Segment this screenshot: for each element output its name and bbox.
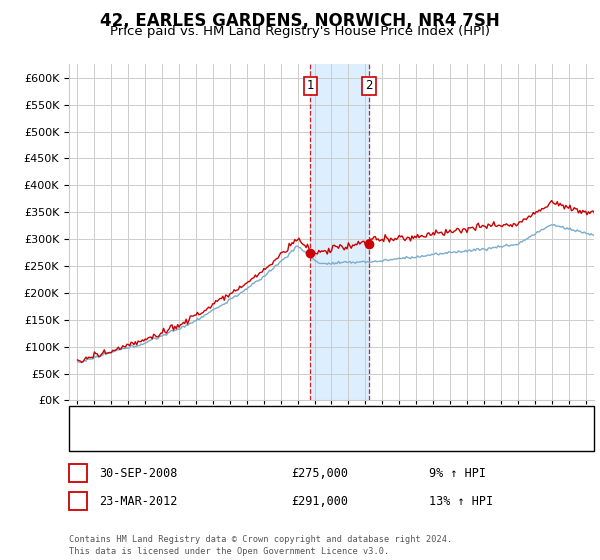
Text: 1: 1 bbox=[307, 80, 314, 92]
Text: 30-SEP-2008: 30-SEP-2008 bbox=[99, 466, 178, 480]
Text: 1: 1 bbox=[74, 466, 82, 480]
Text: Contains HM Land Registry data © Crown copyright and database right 2024.
This d: Contains HM Land Registry data © Crown c… bbox=[69, 535, 452, 556]
Text: £291,000: £291,000 bbox=[291, 494, 348, 508]
Text: HPI: Average price, detached house, Norwich: HPI: Average price, detached house, Norw… bbox=[114, 436, 383, 446]
Text: 13% ↑ HPI: 13% ↑ HPI bbox=[429, 494, 493, 508]
Text: ———: ——— bbox=[78, 409, 115, 423]
Text: 2: 2 bbox=[74, 494, 82, 508]
Text: 23-MAR-2012: 23-MAR-2012 bbox=[99, 494, 178, 508]
Text: 42, EARLES GARDENS, NORWICH, NR4 7SH (detached house): 42, EARLES GARDENS, NORWICH, NR4 7SH (de… bbox=[114, 411, 445, 421]
Text: 9% ↑ HPI: 9% ↑ HPI bbox=[429, 466, 486, 480]
Text: 42, EARLES GARDENS, NORWICH, NR4 7SH: 42, EARLES GARDENS, NORWICH, NR4 7SH bbox=[100, 12, 500, 30]
Text: ———: ——— bbox=[78, 434, 115, 447]
Text: 2: 2 bbox=[365, 80, 373, 92]
Bar bbox=[310, 64, 369, 400]
Text: £275,000: £275,000 bbox=[291, 466, 348, 480]
Text: Price paid vs. HM Land Registry's House Price Index (HPI): Price paid vs. HM Land Registry's House … bbox=[110, 25, 490, 38]
